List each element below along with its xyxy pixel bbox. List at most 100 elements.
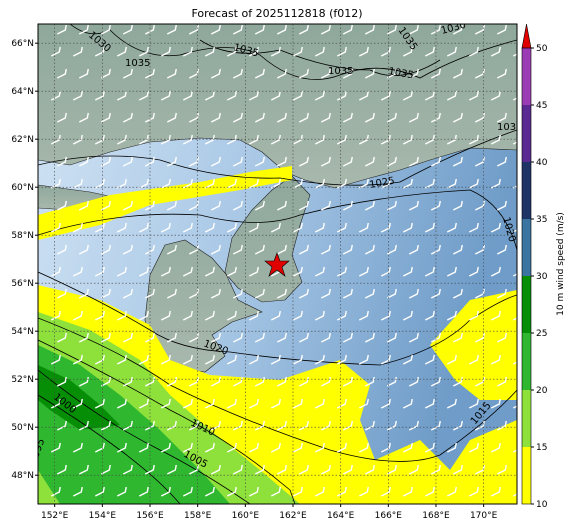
wind-barb (116, 310, 127, 321)
wind-barb (56, 332, 67, 343)
wind-barb (182, 310, 193, 321)
colorbar-tick-label: 15 (536, 443, 547, 453)
wind-barb (56, 420, 67, 431)
wind-barb (94, 398, 105, 409)
wind-barb (342, 200, 353, 211)
wind-barb (144, 288, 155, 299)
wind-barb (144, 112, 155, 123)
wind-barb (276, 288, 287, 299)
wind-barb (78, 244, 89, 255)
y-tick-label: 52°N (11, 375, 34, 385)
wind-barb (50, 398, 61, 409)
wind-barb (298, 156, 309, 167)
colorbar-bin (522, 390, 531, 447)
wind-barb (490, 90, 501, 101)
wind-barb (276, 464, 287, 475)
wind-barb (342, 288, 353, 299)
wind-barb (166, 376, 177, 387)
wind-barb (452, 68, 463, 79)
wind-barb (100, 24, 111, 35)
wind-barb (512, 97, 517, 101)
isobar-label: 1025 (369, 176, 396, 191)
wind-barb (78, 24, 89, 35)
y-tick-label: 60°N (11, 183, 34, 193)
isobar (38, 339, 296, 504)
wind-barb (232, 420, 243, 431)
x-tick-label: 170°E (470, 511, 498, 521)
wind-barb (314, 178, 325, 189)
wind-barb (496, 464, 507, 475)
wind-barb (512, 317, 517, 321)
wind-barb (512, 229, 517, 233)
wind-barb (468, 266, 479, 277)
wind-barb (292, 310, 303, 321)
wind-barb (490, 178, 501, 189)
wind-barb (210, 156, 221, 167)
wind-barb (276, 156, 287, 167)
wind-barb (496, 420, 507, 431)
wind-barb (474, 376, 485, 387)
wind-barb (78, 112, 89, 123)
wind-barb (446, 442, 457, 453)
wind-barb (138, 266, 149, 277)
wind-barb (512, 361, 517, 365)
wind-barb (204, 354, 215, 365)
wind-barb (100, 156, 111, 167)
wind-barb (204, 266, 215, 277)
wind-barb (204, 310, 215, 321)
wind-barb (50, 90, 61, 101)
wind-barb (430, 288, 441, 299)
wind-barb (188, 332, 199, 343)
wind-barb (276, 24, 287, 35)
wind-barb (254, 464, 265, 475)
wind-barb (144, 332, 155, 343)
wind-barb (424, 398, 435, 409)
wind-barb (232, 68, 243, 79)
wind-barb (138, 442, 149, 453)
wind-barb (116, 134, 127, 145)
wind-barb (496, 112, 507, 123)
wind-barb (210, 464, 221, 475)
wind-barb (276, 420, 287, 431)
wind-barb (408, 464, 419, 475)
wind-barb (314, 222, 325, 233)
wind-barb (56, 200, 67, 211)
wind-barb (386, 244, 397, 255)
wind-barb (100, 288, 111, 299)
wind-barb (270, 90, 281, 101)
wind-barb (358, 222, 369, 233)
wind-barb (298, 332, 309, 343)
wind-barb (182, 354, 193, 365)
wind-barb (298, 244, 309, 255)
wind-barb (210, 288, 221, 299)
colorbar-tick-label: 20 (536, 386, 548, 396)
wind-green-dark (38, 365, 120, 430)
wind-barb (94, 178, 105, 189)
colorbar-bin (522, 276, 531, 333)
wind-barb (248, 46, 259, 57)
wind-barb (160, 354, 171, 365)
wind-barb (292, 486, 303, 497)
wind-barb (408, 332, 419, 343)
wind-barb (336, 134, 347, 145)
wind-barb (276, 244, 287, 255)
wind-barb (342, 24, 353, 35)
wind-barb (490, 222, 501, 233)
wind-barb (78, 288, 89, 299)
wind-barb (314, 266, 325, 277)
wind-barb (474, 68, 485, 79)
wind-barb (364, 464, 375, 475)
wind-barb (50, 178, 61, 189)
wind-barb (430, 420, 441, 431)
wind-barb (474, 332, 485, 343)
wind-barb (100, 464, 111, 475)
wind-barb (342, 420, 353, 431)
wind-barb (380, 178, 391, 189)
wind-barb (276, 112, 287, 123)
colorbar-bin (522, 219, 531, 276)
wind-barb (364, 288, 375, 299)
wind-barb (276, 68, 287, 79)
wind-barb (474, 156, 485, 167)
wind-barb (232, 112, 243, 123)
wind-barb (204, 178, 215, 189)
